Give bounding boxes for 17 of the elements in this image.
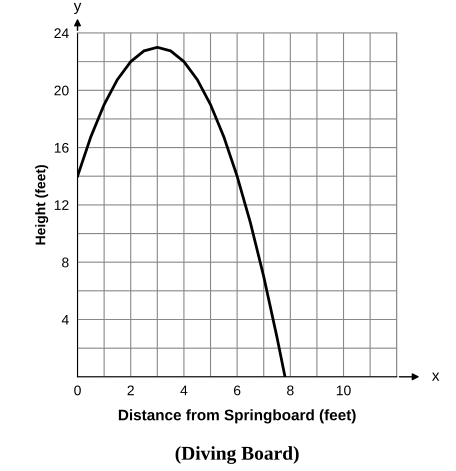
y-tick-label: 24: [54, 28, 69, 38]
text: y: [74, 2, 82, 14]
x-tick-label: 10: [336, 386, 351, 396]
y-tick-label: 4: [62, 314, 69, 325]
x-tick-label: 2: [128, 386, 134, 396]
x-axis-title: Distance from Springboard (feet): [118, 409, 356, 424]
y-tick-label: 8: [62, 258, 69, 268]
y-axis-title: Height (feet): [35, 165, 48, 244]
x-tick-label: 4: [180, 386, 188, 396]
x-tick-label: 0: [74, 386, 81, 396]
y-tick-label: 12: [54, 200, 68, 210]
y-tick-label: 16: [54, 142, 69, 153]
text: x: [432, 372, 440, 381]
text: (Diving Board): [176, 446, 299, 464]
x-tick-label: 8: [287, 386, 294, 396]
x-tick-label: 6: [234, 386, 240, 396]
y-tick-label: 20: [54, 86, 69, 96]
